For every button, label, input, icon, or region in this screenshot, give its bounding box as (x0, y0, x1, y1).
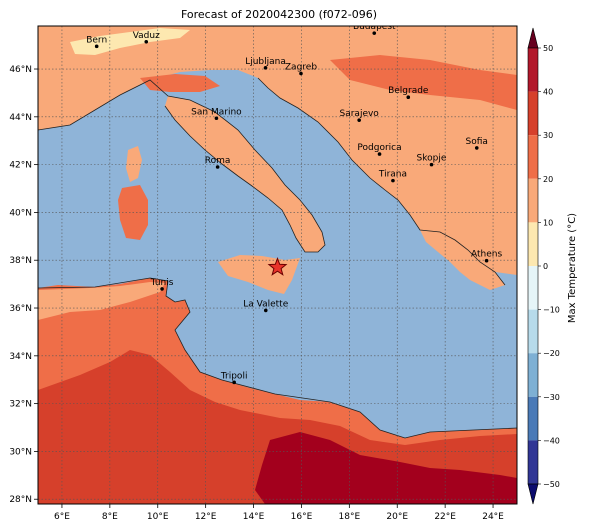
city-dot (484, 258, 489, 263)
colorbar-tick-label: 40 (543, 88, 553, 97)
city-dot (263, 308, 268, 313)
city-label: Tirana (378, 170, 407, 180)
city-dot (214, 116, 219, 121)
city-label: Ljubljana (245, 57, 286, 67)
colorbar-tick-label: 0 (543, 262, 548, 271)
italy-land (165, 96, 325, 252)
colorbar-segment (528, 178, 538, 223)
colorbar-tick-label: 20 (543, 175, 553, 184)
lon-tick-label: 6°E (54, 512, 70, 522)
lat-tick-label: 42°N (9, 161, 32, 171)
colorbar-label: Max Temperature (°C) (567, 213, 578, 323)
lat-tick-label: 28°N (9, 495, 32, 505)
lon-tick-label: 12°E (195, 512, 217, 522)
colorbar-segment (528, 353, 538, 397)
colorbar-tick-label: 10 (543, 218, 553, 227)
colorbar-tick-label: −10 (543, 306, 560, 315)
colorbar-tick-label: −20 (543, 349, 560, 358)
longitude-axis: 6°E 8°E 10°E 12°E 14°E 16°E 18°E 20°E 22°E 24°E (54, 504, 504, 522)
city-label: Roma (205, 156, 231, 166)
city-dot (357, 118, 361, 122)
colorbar-segment (528, 135, 538, 179)
city-label: La Valette (243, 299, 288, 309)
lat-tick-label: 46°N (9, 65, 32, 75)
colorbar-min-arrow (527, 483, 539, 505)
city-dot (263, 66, 268, 70)
city-dot (144, 39, 149, 44)
colorbar-segment (528, 222, 538, 266)
city-label: Tripoli (220, 371, 248, 381)
colorbar: 50 40 30 20 10 0 −10 −20 −30 −40 −50 (527, 27, 560, 505)
city-label: Bern (86, 35, 107, 45)
colorbar-tick-label: 50 (543, 44, 553, 53)
city-dot (474, 146, 479, 150)
po-valley-warm (140, 74, 220, 92)
lat-tick-label: 30°N (9, 447, 32, 457)
city-dot (94, 44, 99, 49)
city-dot (232, 380, 236, 385)
city-dot (406, 95, 411, 100)
lat-tick-label: 44°N (9, 113, 32, 123)
city-dot (372, 31, 377, 35)
lat-tick-label: 40°N (9, 208, 32, 218)
lat-tick-label: 32°N (9, 400, 32, 410)
colorbar-segment (528, 266, 538, 310)
lat-tick-label: 38°N (9, 256, 32, 266)
colorbar-segment (528, 48, 538, 92)
lon-tick-label: 8°E (102, 512, 118, 522)
latitude-axis: 28°N 30°N 32°N 34°N 36°N 38°N 40°N 42°N 44°N 46°N (9, 65, 38, 505)
coastline-balkans (257, 77, 506, 286)
city-label: Sarajevo (340, 109, 380, 119)
city-label: Tunis (150, 278, 174, 288)
lon-tick-label: 14°E (243, 512, 265, 522)
city-label: Budapest (353, 22, 396, 32)
city-dot (160, 287, 164, 291)
colorbar-tick-label: −40 (543, 436, 560, 445)
city-dot (391, 178, 395, 183)
city-dot (377, 152, 382, 156)
colorbar-segment (528, 91, 538, 136)
alps-cold-area (70, 28, 190, 55)
city-label: Vaduz (133, 31, 160, 41)
city-dot (429, 162, 434, 167)
lat-tick-label: 34°N (9, 352, 32, 362)
colorbar-segment (528, 309, 538, 354)
africa-coastal-cool (38, 282, 165, 320)
city-label: Zagreb (285, 63, 317, 73)
location-star-marker (267, 256, 288, 276)
colorbar-max-arrow (527, 27, 539, 49)
lon-tick-label: 18°E (339, 512, 361, 522)
lon-tick-label: 22°E (434, 512, 456, 522)
lon-tick-label: 10°E (147, 512, 169, 522)
lat-tick-label: 36°N (9, 304, 32, 314)
city-label: Sofia (466, 137, 488, 147)
lon-tick-label: 16°E (291, 512, 313, 522)
colorbar-tick-label: −30 (543, 393, 560, 402)
corsica-land (126, 146, 142, 182)
city-dot (299, 71, 303, 76)
coastline-italy (38, 79, 326, 253)
city-label: Athens (471, 250, 502, 260)
map-frame (37, 25, 518, 505)
lon-tick-label: 24°E (482, 512, 504, 522)
coastline (38, 277, 517, 439)
city-label: Podgorica (357, 143, 401, 153)
balkans-warm-area (330, 55, 517, 110)
colorbar-tick-label: 30 (543, 131, 553, 140)
africa-hottest-area (255, 432, 517, 504)
colorbar-segment (528, 396, 538, 441)
lon-tick-label: 20°E (386, 512, 408, 522)
city-label: San Marino (191, 107, 242, 117)
figure-title: Forecast of 2020042300 (f072-096) (181, 8, 377, 21)
colorbar-segment (528, 440, 538, 484)
city-label: Belgrade (388, 86, 429, 96)
colorbar-tick-label: −50 (543, 480, 560, 489)
city-label: Skopje (417, 154, 447, 164)
city-dot (215, 165, 220, 169)
